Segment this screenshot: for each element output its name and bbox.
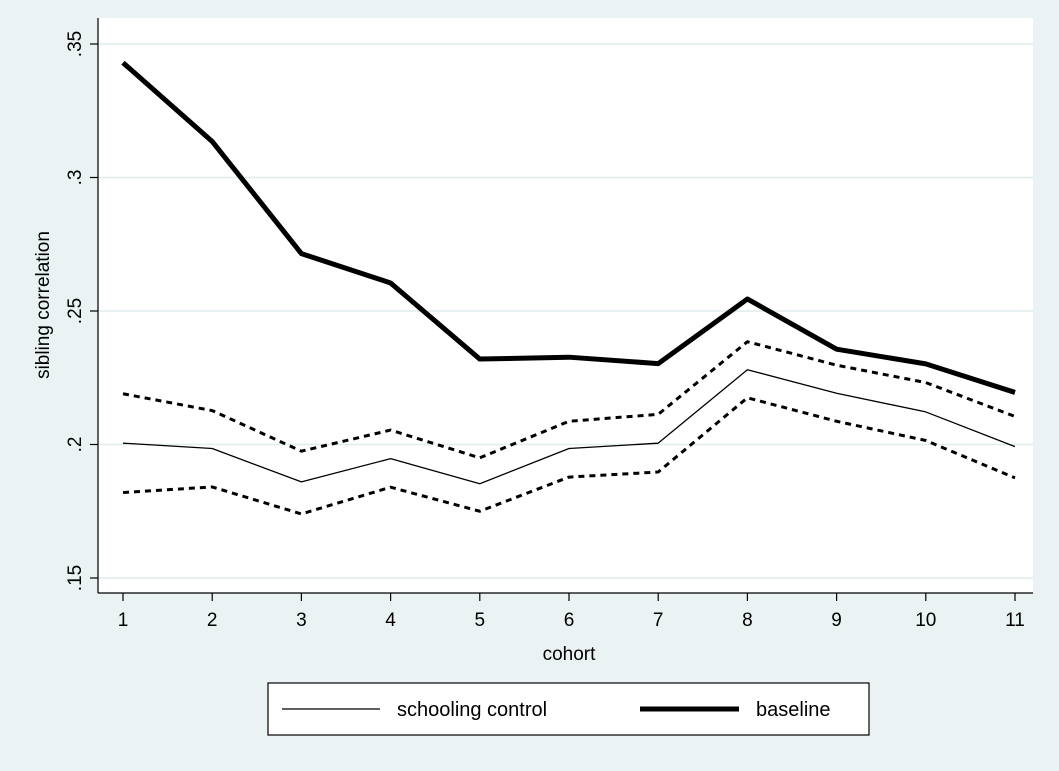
legend: schooling control baseline [267, 682, 870, 736]
x-axis-label: cohort [543, 644, 597, 665]
y-tick-label: .2 [65, 437, 86, 453]
x-tick-label: 6 [564, 610, 575, 631]
grid-lines [98, 43, 1033, 579]
x-tick-label: 1 [118, 610, 129, 631]
y-tick-label: .35 [65, 31, 86, 57]
x-tick-label: 3 [296, 610, 307, 631]
series-line-schooling-control [122, 369, 1016, 485]
x-ticks: 1 2 3 4 5 6 7 8 9 10 11 [118, 593, 1025, 631]
x-tick-label: 5 [475, 610, 486, 631]
x-tick-label: 8 [742, 610, 753, 631]
y-tick-label: .15 [65, 565, 86, 591]
series-line-baseline [121, 60, 1016, 395]
series-line-band-3 [122, 396, 1016, 516]
x-tick-label: 7 [653, 610, 664, 631]
axes [97, 18, 1033, 594]
y-ticks: .15 .2 .25 .3 .35 [65, 31, 98, 591]
x-tick-label: 11 [1005, 610, 1025, 631]
series-line-band-2 [122, 340, 1016, 460]
series [121, 60, 1016, 516]
legend-label-schooling-control: schooling control [397, 699, 547, 721]
y-tick-label: .3 [65, 170, 86, 186]
x-tick-label: 4 [385, 610, 396, 631]
x-tick-label: 2 [207, 610, 218, 631]
x-tick-label: 10 [915, 610, 936, 631]
plot-area [98, 18, 1033, 593]
legend-label-baseline: baseline [756, 699, 831, 721]
y-tick-label: .25 [65, 298, 86, 324]
y-axis-label: sibling correlation [33, 231, 54, 379]
x-tick-label: 9 [831, 610, 842, 631]
